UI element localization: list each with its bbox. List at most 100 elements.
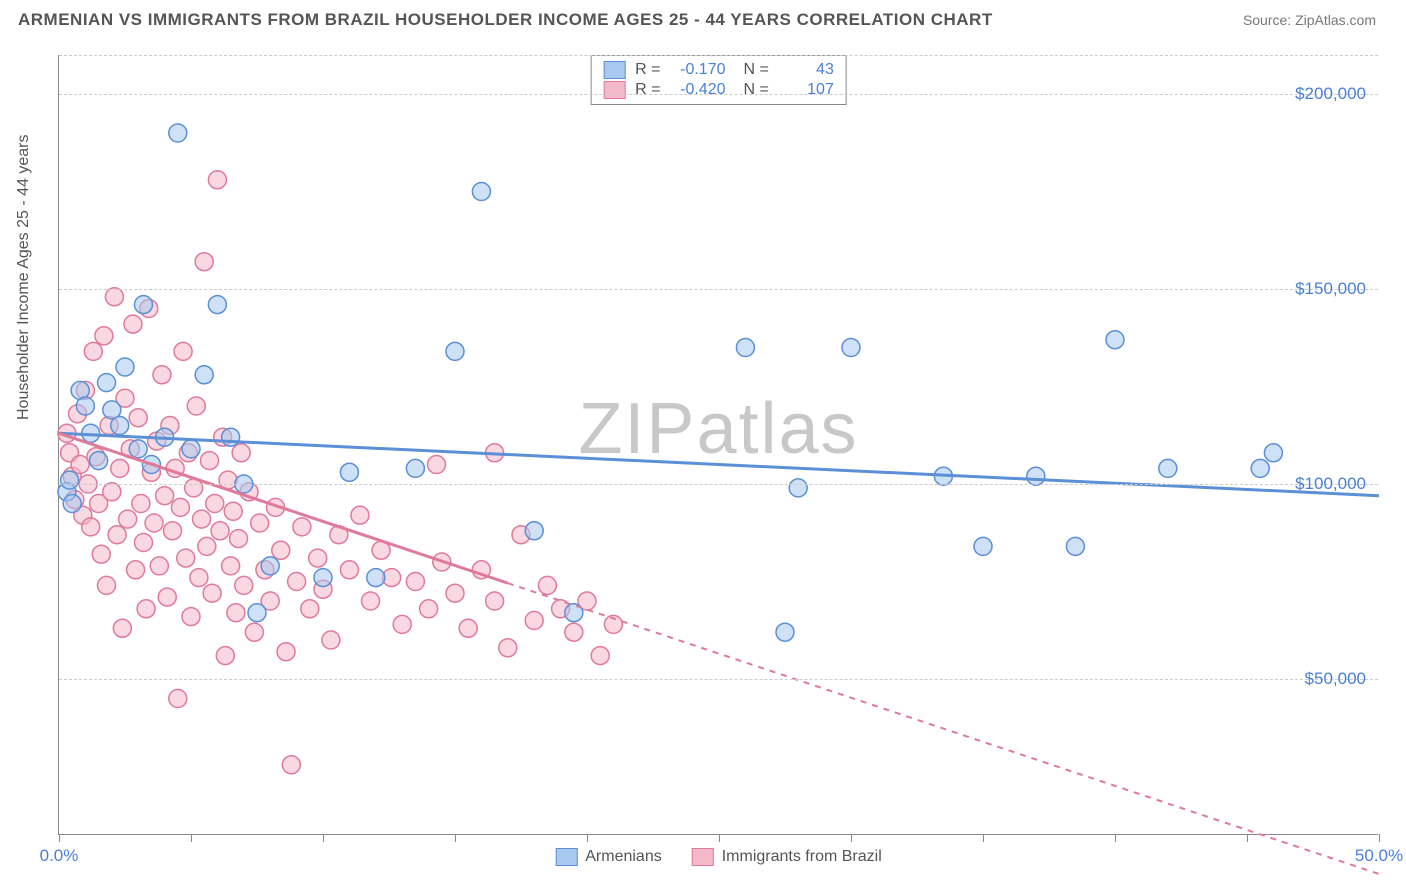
- data-point: [340, 463, 358, 481]
- data-point: [98, 374, 116, 392]
- data-point: [108, 526, 126, 544]
- data-point: [322, 631, 340, 649]
- y-tick-label: $50,000: [1305, 669, 1366, 689]
- data-point: [565, 623, 583, 641]
- x-tick-label: 50.0%: [1355, 846, 1403, 866]
- data-point: [150, 557, 168, 575]
- data-point: [208, 296, 226, 314]
- data-point: [187, 397, 205, 415]
- data-point: [351, 506, 369, 524]
- data-point: [309, 549, 327, 567]
- data-point: [538, 576, 556, 594]
- data-point: [190, 569, 208, 587]
- data-point: [92, 545, 110, 563]
- data-point: [472, 183, 490, 201]
- data-point: [486, 592, 504, 610]
- data-point: [171, 498, 189, 516]
- data-point: [776, 623, 794, 641]
- data-point: [272, 541, 290, 559]
- data-point: [182, 608, 200, 626]
- data-point: [446, 584, 464, 602]
- data-point: [164, 522, 182, 540]
- data-point: [90, 452, 108, 470]
- data-point: [200, 452, 218, 470]
- data-point: [216, 647, 234, 665]
- regression-line-extrapolated: [508, 583, 1379, 874]
- data-point: [198, 537, 216, 555]
- data-point: [211, 522, 229, 540]
- legend-swatch: [603, 81, 625, 99]
- data-point: [145, 514, 163, 532]
- data-point: [61, 471, 79, 489]
- data-point: [525, 612, 543, 630]
- data-point: [1159, 459, 1177, 477]
- data-point: [111, 459, 129, 477]
- data-point: [1066, 537, 1084, 555]
- data-point: [288, 573, 306, 591]
- data-point: [525, 522, 543, 540]
- data-point: [182, 440, 200, 458]
- data-point: [95, 327, 113, 345]
- data-point: [105, 288, 123, 306]
- data-point: [84, 342, 102, 360]
- data-point: [446, 342, 464, 360]
- data-point: [1251, 459, 1269, 477]
- data-point: [248, 604, 266, 622]
- data-point: [293, 518, 311, 536]
- y-tick-label: $150,000: [1295, 279, 1366, 299]
- data-point: [406, 459, 424, 477]
- data-point: [153, 366, 171, 384]
- data-point: [420, 600, 438, 618]
- data-point: [63, 495, 81, 513]
- legend-correlation-row: R =-0.420N =107: [603, 80, 834, 100]
- data-point: [591, 647, 609, 665]
- data-point: [111, 417, 129, 435]
- data-point: [169, 690, 187, 708]
- data-point: [301, 600, 319, 618]
- data-point: [177, 549, 195, 567]
- data-point: [842, 339, 860, 357]
- legend-correlation-row: R =-0.170N =43: [603, 60, 834, 80]
- chart-title: ARMENIAN VS IMMIGRANTS FROM BRAZIL HOUSE…: [18, 10, 993, 30]
- data-point: [127, 561, 145, 579]
- data-point: [224, 502, 242, 520]
- data-point: [206, 495, 224, 513]
- chart-plot-area: ZIPatlas R =-0.170N =43R =-0.420N =107 A…: [58, 55, 1378, 835]
- data-point: [208, 171, 226, 189]
- data-point: [340, 561, 358, 579]
- data-point: [129, 409, 147, 427]
- data-point: [119, 510, 137, 528]
- correlation-legend: R =-0.170N =43R =-0.420N =107: [590, 55, 847, 105]
- data-point: [245, 623, 263, 641]
- y-tick-label: $200,000: [1295, 84, 1366, 104]
- x-tick-label: 0.0%: [40, 846, 79, 866]
- data-point: [222, 557, 240, 575]
- data-point: [406, 573, 424, 591]
- data-point: [222, 428, 240, 446]
- y-axis-label: Householder Income Ages 25 - 44 years: [15, 135, 33, 421]
- data-point: [235, 576, 253, 594]
- data-point: [156, 487, 174, 505]
- data-point: [459, 619, 477, 637]
- data-point: [1106, 331, 1124, 349]
- data-point: [76, 397, 94, 415]
- data-point: [251, 514, 269, 532]
- data-point: [232, 444, 250, 462]
- data-point: [134, 534, 152, 552]
- legend-swatch: [555, 848, 577, 866]
- data-point: [203, 584, 221, 602]
- data-point: [158, 588, 176, 606]
- data-point: [314, 569, 332, 587]
- data-point: [169, 124, 187, 142]
- data-point: [124, 315, 142, 333]
- data-point: [98, 576, 116, 594]
- data-point: [132, 495, 150, 513]
- source-link[interactable]: ZipAtlas.com: [1295, 12, 1376, 28]
- legend-swatch: [692, 848, 714, 866]
- data-point: [174, 342, 192, 360]
- data-point: [367, 569, 385, 587]
- data-point: [261, 557, 279, 575]
- data-point: [282, 756, 300, 774]
- data-point: [195, 366, 213, 384]
- data-point: [193, 510, 211, 528]
